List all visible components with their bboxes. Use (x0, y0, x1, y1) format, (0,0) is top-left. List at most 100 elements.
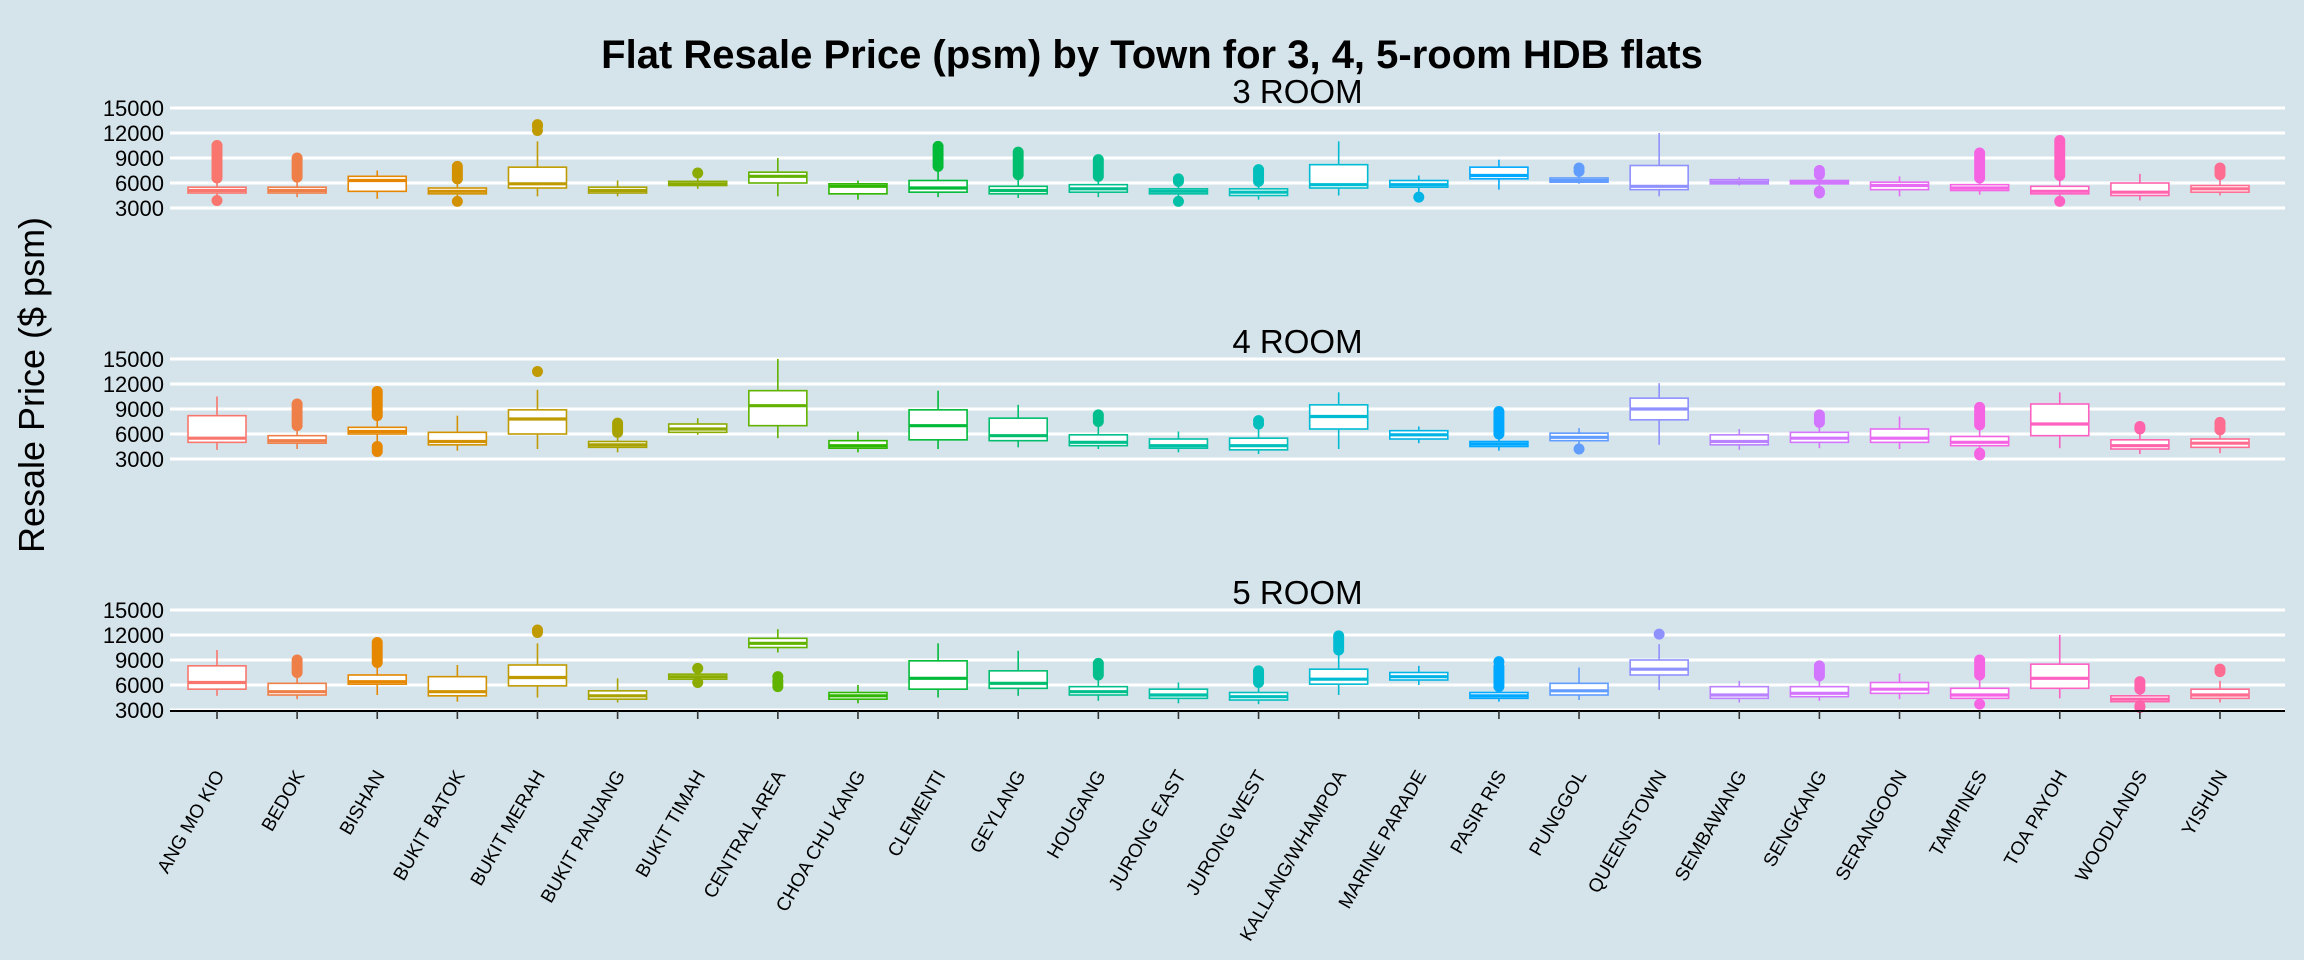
y-tick-label: 3000 (115, 698, 164, 723)
outlier-point (291, 654, 303, 666)
box-toa-payoh (2029, 635, 2090, 699)
box-sembawang (1709, 177, 1770, 186)
outlier-point (1813, 165, 1825, 176)
y-tick-label: 9000 (115, 397, 164, 422)
box-kallang-whampoa (1308, 141, 1369, 196)
box-toa-payoh (2029, 135, 2090, 207)
y-axis-label: Resale Price ($ psm) (11, 217, 52, 553)
y-tick-label: 15000 (103, 96, 164, 121)
box-bukit-merah (507, 366, 568, 449)
outlier-point (2214, 416, 2226, 428)
y-tick-label: 12000 (103, 121, 164, 146)
box-marine-parade (1389, 175, 1449, 203)
box-bukit-panjang (587, 678, 648, 703)
box-ang-mo-kio (187, 396, 247, 450)
box-iqr (347, 175, 408, 193)
outlier-point (2214, 663, 2226, 675)
box-woodlands (2110, 173, 2170, 201)
outlier-point (692, 677, 704, 688)
box-iqr (1709, 685, 1770, 700)
box-iqr (828, 183, 888, 195)
y-tick-label: 6000 (115, 422, 164, 447)
outlier-point (1172, 173, 1184, 185)
box-kallang-whampoa (1308, 392, 1369, 449)
box-iqr (1949, 687, 2010, 700)
outlier-point (1253, 665, 1265, 677)
box-hougang (1068, 657, 1129, 701)
outlier-point (1333, 630, 1345, 642)
outlier-point (531, 624, 543, 636)
facet-label: 3 ROOM (1232, 73, 1362, 110)
outlier-point (1172, 195, 1184, 207)
box-jurong-east (1148, 431, 1209, 453)
box-iqr (1228, 437, 1289, 451)
outlier-point (531, 119, 543, 131)
box-sengkang (1789, 409, 1850, 449)
box-bishan (347, 170, 408, 199)
box-marine-parade (1389, 665, 1449, 685)
box-tampines (1949, 147, 2010, 195)
box-bukit-merah (507, 119, 568, 197)
y-tick-label: 15000 (103, 598, 164, 623)
outlier-point (692, 662, 704, 674)
outlier-point (1493, 406, 1505, 417)
box-jurong-west (1228, 164, 1289, 200)
box-iqr (187, 665, 247, 690)
box-sembawang (1709, 429, 1770, 450)
outlier-point (291, 152, 303, 164)
box-geylang (988, 650, 1049, 696)
outlier-point (1974, 698, 1986, 710)
box-yishun (2190, 416, 2250, 454)
box-punggol (1549, 667, 1609, 700)
outlier-point (451, 160, 463, 172)
y-tick-label: 3000 (115, 447, 164, 472)
box-central-area (748, 158, 808, 197)
box-bedok (267, 398, 327, 449)
outlier-point (1573, 162, 1585, 174)
box-bukit-panjang (587, 180, 648, 197)
box-bukit-timah (667, 418, 728, 435)
outlier-point (612, 417, 624, 429)
box-iqr (267, 682, 327, 696)
box-choa-chu-kang (828, 180, 888, 200)
outlier-point (932, 140, 944, 152)
box-serangoon (1869, 416, 1930, 449)
box-iqr (1869, 428, 1930, 444)
outlier-point (371, 386, 383, 397)
box-bishan (347, 386, 408, 457)
outlier-point (2214, 162, 2226, 174)
box-bukit-timah (667, 167, 728, 189)
box-sembawang (1709, 680, 1770, 703)
outlier-point (1573, 443, 1585, 455)
box-marine-parade (1389, 426, 1449, 444)
box-iqr (1308, 668, 1369, 685)
outlier-point (1974, 401, 1986, 413)
outlier-point (291, 398, 303, 410)
outlier-point (1974, 447, 1986, 459)
box-bukit-batok (427, 160, 488, 207)
outlier-point (451, 195, 463, 207)
box-bukit-batok (427, 665, 488, 702)
box-kallang-whampoa (1308, 630, 1369, 695)
box-iqr (908, 179, 968, 193)
box-iqr (1549, 682, 1609, 696)
y-tick-label: 3000 (115, 196, 164, 221)
outlier-point (1253, 164, 1265, 176)
box-queenstown (1629, 383, 1689, 445)
box-serangoon (1869, 673, 1930, 700)
box-tampines (1949, 401, 2010, 461)
outlier-point (2134, 700, 2146, 712)
box-bedok (267, 654, 327, 700)
box-pasir-ris (1469, 159, 1529, 190)
y-tick-label: 9000 (115, 146, 164, 171)
box-bukit-timah (667, 662, 728, 688)
box-woodlands (2110, 676, 2170, 713)
box-clementi (908, 140, 968, 198)
facet-label: 5 ROOM (1232, 574, 1362, 611)
outlier-point (1813, 660, 1825, 672)
